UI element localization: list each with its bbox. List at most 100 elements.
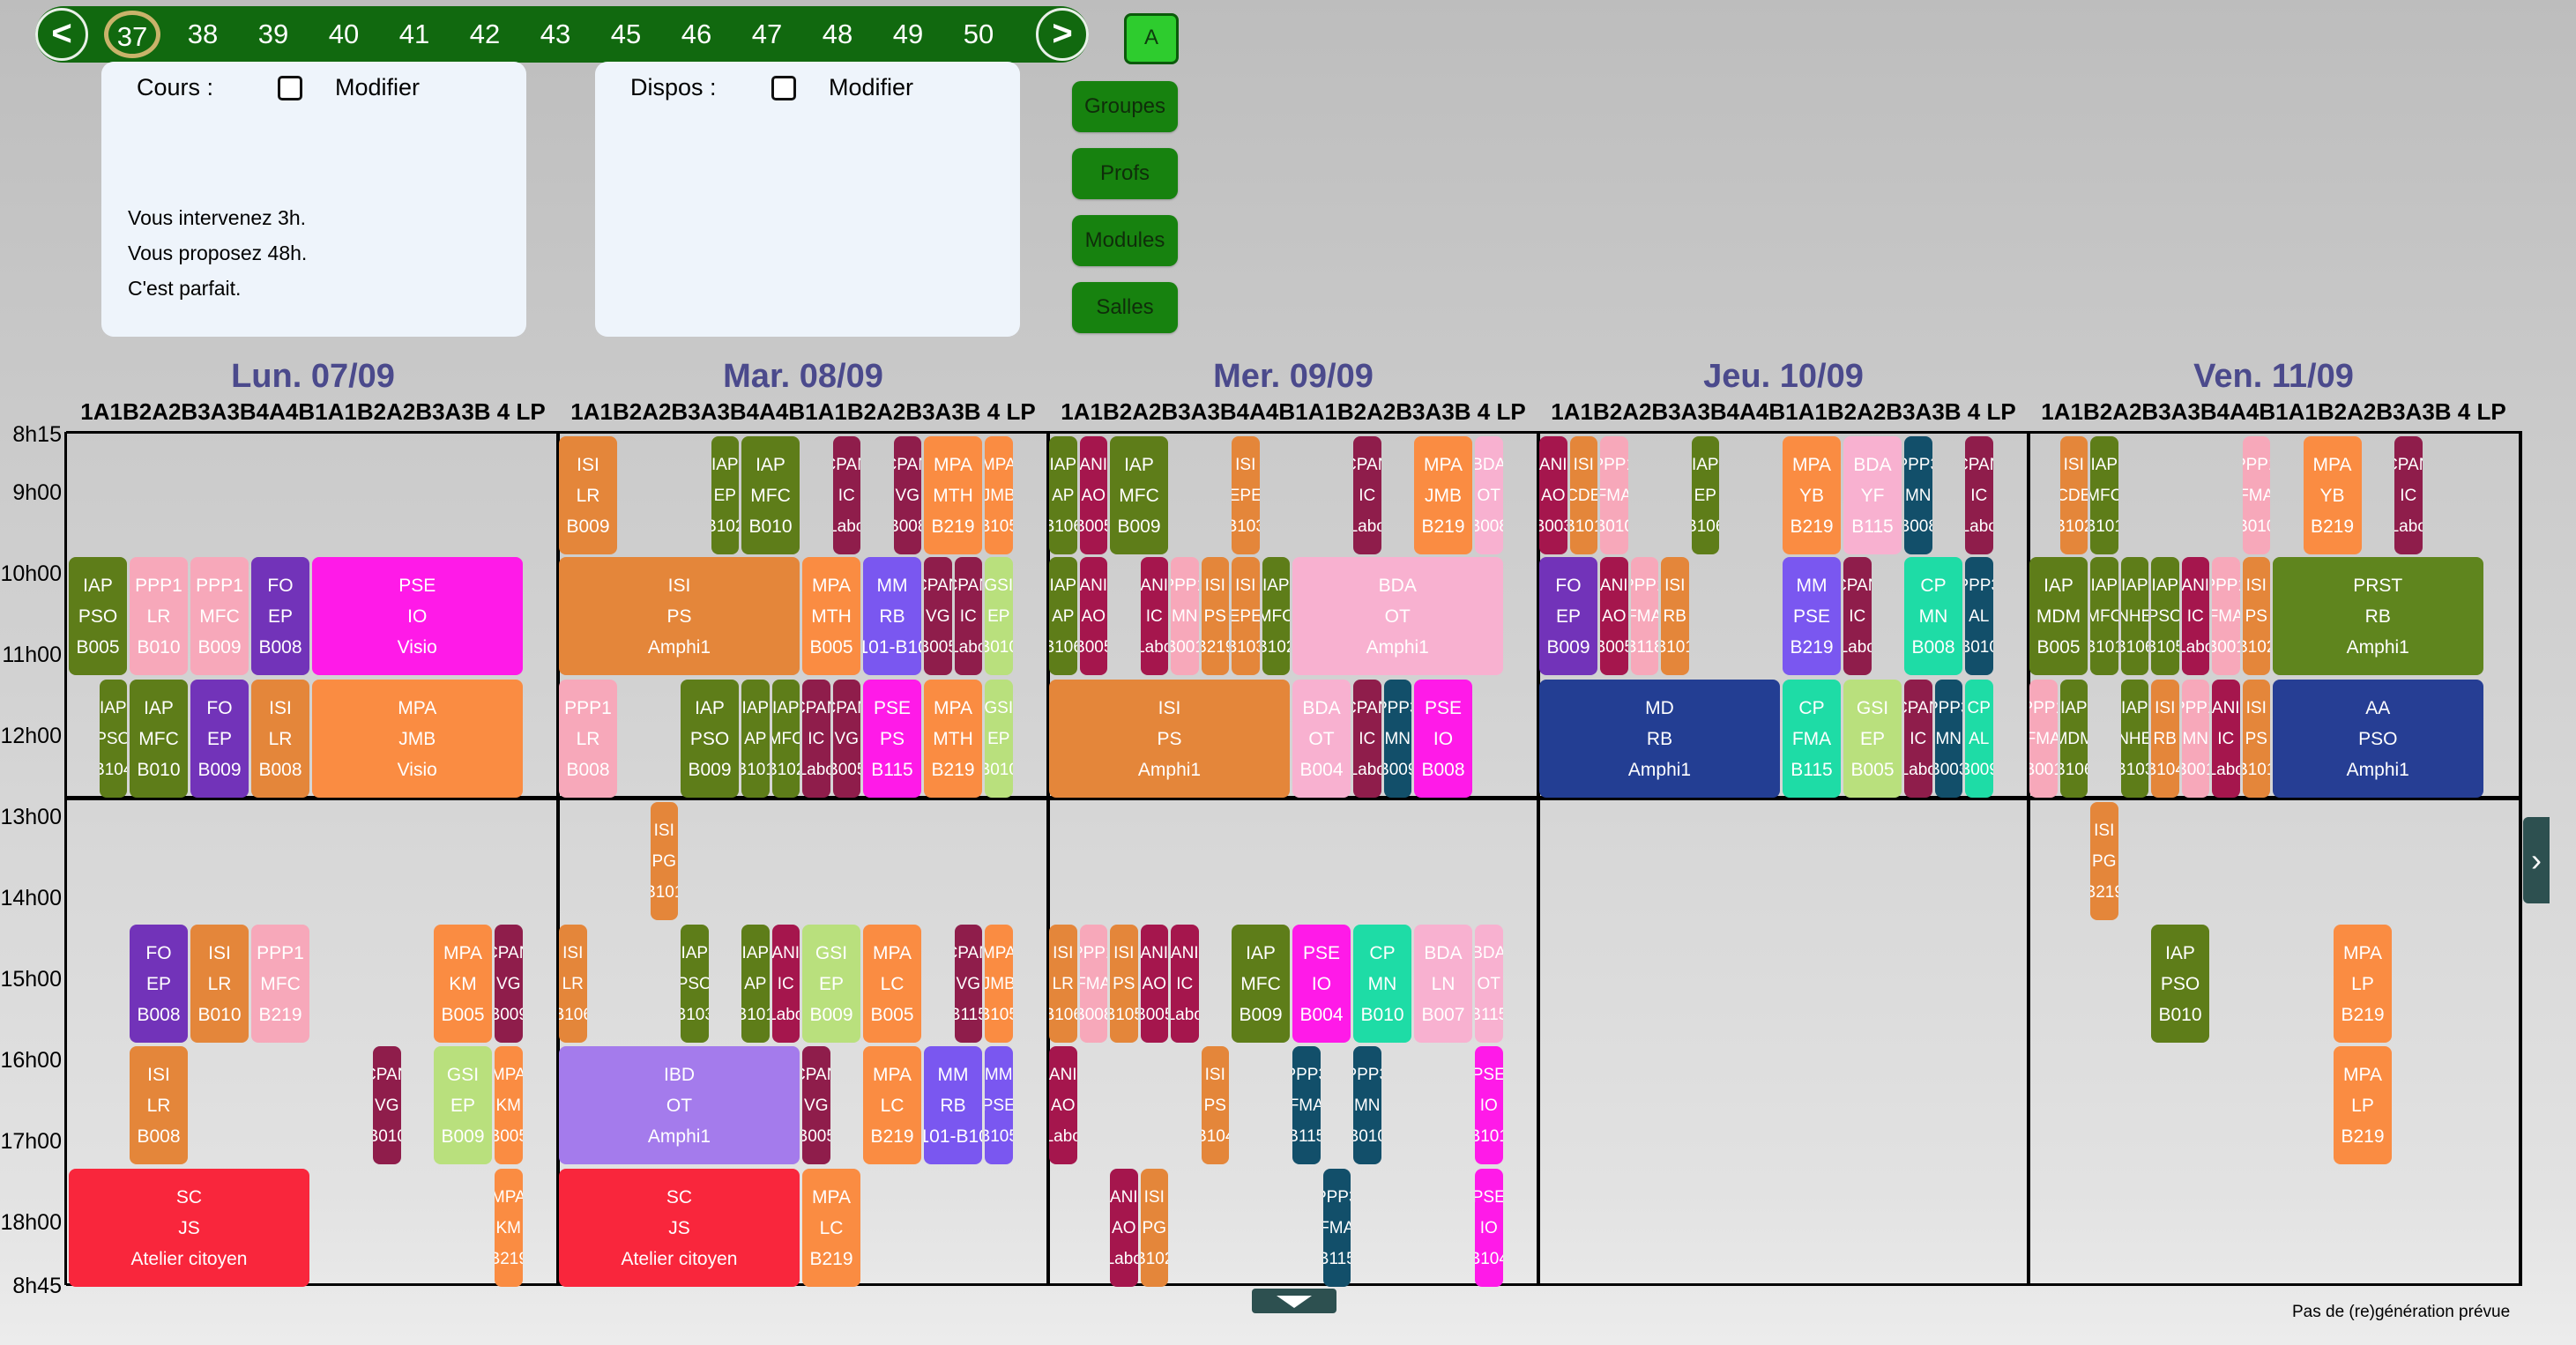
course-pse[interactable]: PSE IO B008: [1414, 680, 1472, 798]
course-ppp1[interactable]: PPP1 LR B010: [130, 557, 188, 675]
course-iap[interactable]: IAP MFC B102: [771, 680, 800, 798]
course-fo[interactable]: FO EP B008: [130, 925, 188, 1043]
course-ppp1[interactable]: PPP1 MN B001: [2181, 680, 2209, 798]
course-iap[interactable]: IAP NHE B103: [2120, 680, 2148, 798]
course-md[interactable]: MD RB Amphi1: [1539, 680, 1780, 798]
course-bda[interactable]: BDA OT B115: [1475, 925, 1503, 1043]
course-isi[interactable]: ISI PS Amphi1: [559, 557, 800, 675]
course-mpa[interactable]: MPA MTH B219: [924, 680, 982, 798]
course-cpan[interactable]: CPAN VG B005: [832, 680, 860, 798]
course-ani[interactable]: ANI AO Labo: [1110, 1169, 1138, 1287]
course-iap[interactable]: IAP AP B106: [1049, 557, 1077, 675]
course-ppp1[interactable]: PPP1 FMA B010: [1600, 436, 1628, 554]
course-isi[interactable]: ISI PG B219: [2090, 802, 2118, 920]
course-ppp1[interactable]: PPP1 FMA B001: [2212, 557, 2240, 675]
course-isi[interactable]: ISI RB B104: [2151, 680, 2179, 798]
course-mpa[interactable]: MPA MTH B219: [924, 436, 982, 554]
course-ani[interactable]: ANI AO B003: [1539, 436, 1567, 554]
course-isi[interactable]: ISI LR B009: [559, 436, 617, 554]
course-ppp3[interactable]: PPP3 MN B008: [1904, 436, 1932, 554]
course-ani[interactable]: ANI IC Labo: [2212, 680, 2240, 798]
course-prst[interactable]: PRST RB Amphi1: [2273, 557, 2483, 675]
course-isi[interactable]: ISI PS Amphi1: [1049, 680, 1290, 798]
week-42[interactable]: 42: [469, 19, 501, 49]
course-cpan[interactable]: CPAN VG B008: [893, 436, 921, 554]
course-gsi[interactable]: GSI EP B010: [985, 557, 1013, 675]
course-iap[interactable]: IAP MFC B010: [130, 680, 188, 798]
course-ani[interactable]: ANI AO B005: [1079, 557, 1107, 675]
course-pse[interactable]: PSE PS B115: [863, 680, 921, 798]
course-iap[interactable]: IAP PSO B103: [681, 925, 709, 1043]
course-cp[interactable]: CP FMA B115: [1783, 680, 1841, 798]
course-cpan[interactable]: CPAN IC Labo: [1965, 436, 1993, 554]
course-pse[interactable]: PSE IO B104: [1475, 1169, 1503, 1287]
course-iap[interactable]: IAP AP B106: [1049, 436, 1077, 554]
course-cpan[interactable]: CPAN IC Labo: [954, 557, 982, 675]
course-ani[interactable]: ANI AO B005: [1600, 557, 1628, 675]
course-cpan[interactable]: CPAN VG B115: [954, 925, 982, 1043]
course-iap[interactable]: IAP PSO B104: [99, 680, 127, 798]
course-fo[interactable]: FO EP B009: [190, 680, 249, 798]
course-cpan[interactable]: CPAN IC Labo: [1904, 680, 1932, 798]
course-fo[interactable]: FO EP B009: [1539, 557, 1597, 675]
course-isi[interactable]: ISI PG B102: [1140, 1169, 1168, 1287]
course-mpa[interactable]: MPA KM B005: [434, 925, 492, 1043]
week-45[interactable]: 45: [610, 19, 642, 49]
course-ppp3[interactable]: PPP3 AL B010: [1965, 557, 1993, 675]
course-mpa[interactable]: MPA LP B219: [2334, 925, 2392, 1043]
course-sc[interactable]: SC JS Atelier citoyen: [559, 1169, 800, 1287]
course-isi[interactable]: ISI PS B105: [1110, 925, 1138, 1043]
course-ppp1[interactable]: PPP1 MFC B009: [190, 557, 249, 675]
course-isi[interactable]: ISI LR B008: [251, 680, 309, 798]
course-mpa[interactable]: MPA JMB Visio: [312, 680, 523, 798]
course-bda[interactable]: BDA OT B004: [1292, 680, 1351, 798]
profs-button[interactable]: Profs: [1072, 148, 1178, 199]
prev-week-button[interactable]: <: [35, 8, 88, 61]
course-bda[interactable]: BDA OT Amphi1: [1292, 557, 1503, 675]
course-ppp1[interactable]: PPP1 FMA B008: [1079, 925, 1107, 1043]
course-iap[interactable]: IAP MFC B009: [1110, 436, 1168, 554]
course-cp[interactable]: CP AL B009: [1965, 680, 1993, 798]
course-ppp3[interactable]: PPP3 FMA B115: [1322, 1169, 1351, 1287]
week-50[interactable]: 50: [963, 19, 994, 49]
course-iap[interactable]: IAP MFC B102: [1262, 557, 1290, 675]
course-isi[interactable]: ISI EPE B103: [1232, 436, 1260, 554]
course-mpa[interactable]: MPA MTH B005: [802, 557, 860, 675]
course-mpa[interactable]: MPA LC B005: [863, 925, 921, 1043]
course-iap[interactable]: IAP EP B102: [711, 436, 739, 554]
course-bda[interactable]: BDA YF B115: [1843, 436, 1902, 554]
course-iap[interactable]: IAP PSO B009: [681, 680, 739, 798]
course-bda[interactable]: BDA LN B007: [1414, 925, 1472, 1043]
week-48[interactable]: 48: [822, 19, 853, 49]
course-iap[interactable]: IAP MDM B106: [2059, 680, 2088, 798]
course-gsi[interactable]: GSI EP B009: [434, 1046, 492, 1164]
course-ppp3[interactable]: PPP3 FMA B115: [1292, 1046, 1321, 1164]
course-ani[interactable]: ANI IC Labo: [2181, 557, 2209, 675]
course-iap[interactable]: IAP NHE B106: [2120, 557, 2148, 675]
course-ppp1[interactable]: PPP1 FMA B118: [1630, 557, 1658, 675]
course-isi[interactable]: ISI PS B104: [1201, 1046, 1229, 1164]
course-isi[interactable]: ISI PS B219: [1201, 557, 1229, 675]
dispos-modify-checkbox[interactable]: [771, 76, 796, 100]
course-iap[interactable]: IAP MDM B005: [2029, 557, 2088, 675]
course-aa[interactable]: AA PSO Amphi1: [2273, 680, 2483, 798]
week-38[interactable]: 38: [187, 19, 219, 49]
course-iap[interactable]: IAP PSO B105: [2151, 557, 2179, 675]
course-isi[interactable]: ISI PS B102: [2242, 557, 2270, 675]
course-ani[interactable]: ANI IC Labo: [1140, 557, 1168, 675]
salles-button[interactable]: Salles: [1072, 282, 1178, 333]
week-46[interactable]: 46: [681, 19, 712, 49]
course-isi[interactable]: ISI LR B106: [559, 925, 587, 1043]
groupes-button[interactable]: Groupes: [1072, 81, 1178, 132]
next-week-button[interactable]: >: [1036, 8, 1089, 61]
course-mpa[interactable]: MPA JMB B219: [1414, 436, 1472, 554]
course-gsi[interactable]: GSI EP B010: [985, 680, 1013, 798]
